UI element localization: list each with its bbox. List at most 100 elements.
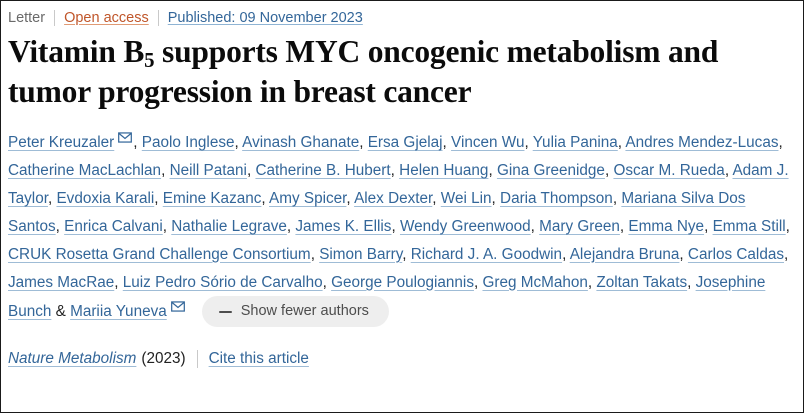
author-link[interactable]: Peter Kreuzaler	[8, 134, 115, 151]
author-separator: ,	[114, 273, 123, 291]
author-link[interactable]: George Poulogiannis	[331, 273, 474, 291]
author-link[interactable]: Emine Kazanc	[162, 189, 262, 207]
author-link[interactable]: Mary Green	[539, 217, 620, 235]
author-separator: ,	[784, 245, 789, 263]
author-link[interactable]: Nathalie Legrave	[171, 217, 287, 235]
meta-divider	[54, 10, 56, 26]
author-link[interactable]: Evdoxia Karali	[56, 189, 155, 207]
author-separator: ,	[162, 217, 172, 235]
author-separator: ,	[359, 134, 368, 151]
author-separator: ,	[133, 134, 142, 151]
journal-divider	[196, 349, 198, 368]
author-separator: ,	[286, 217, 296, 235]
author-link[interactable]: Neill Patani	[169, 161, 247, 179]
author-link[interactable]: Wendy Greenwood	[399, 217, 531, 235]
author-separator: ,	[778, 134, 783, 151]
author-separator: ,	[322, 273, 332, 291]
author-names-inline: Peter Kreuzaler, Paolo Inglese, Avinash …	[8, 132, 790, 320]
author-separator: ,	[687, 273, 696, 291]
show-fewer-authors-button[interactable]: Show fewer authors	[201, 296, 389, 327]
title-part-1: Vitamin B	[8, 34, 145, 69]
author-separator: ,	[562, 245, 570, 263]
author-link[interactable]: Yulia Panina	[532, 134, 618, 151]
show-fewer-authors-label: Show fewer authors	[240, 303, 369, 320]
author-link[interactable]: James K. Ellis	[295, 217, 392, 235]
minus-icon	[218, 310, 232, 313]
journal-year: (2023)	[141, 349, 186, 367]
author-separator: ,	[617, 134, 626, 151]
open-access-link[interactable]: Open access	[64, 10, 149, 26]
author-separator: ,	[785, 217, 790, 235]
author-separator: ,	[530, 217, 540, 235]
author-link[interactable]: Ersa Gjelaj	[367, 134, 443, 151]
author-link[interactable]: Zoltan Takats	[596, 273, 688, 291]
author-separator: ,	[234, 134, 243, 151]
author-link[interactable]: Emma Nye	[628, 217, 705, 235]
author-link[interactable]: Mariana Silva Dos Santos	[8, 189, 746, 235]
author-separator: ,	[154, 189, 163, 207]
author-link[interactable]: Greg McMahon	[482, 273, 588, 291]
author-separator: ,	[604, 161, 614, 179]
published-date-link[interactable]: Published: 09 November 2023	[167, 10, 363, 26]
author-separator: ,	[310, 245, 320, 263]
author-separator: ,	[391, 217, 400, 235]
author-link[interactable]: Catherine B. Hubert	[255, 161, 391, 179]
author-link[interactable]: Catherine MacLachlan	[8, 161, 162, 179]
author-separator: ,	[390, 161, 400, 179]
author-list: Peter Kreuzaler, Paolo Inglese, Avinash …	[8, 129, 793, 327]
cite-article-link[interactable]: Cite this article	[208, 349, 309, 367]
author-separator: ,	[619, 217, 629, 235]
journal-name-link[interactable]: Nature Metabolism	[8, 349, 137, 367]
author-link[interactable]: Avinash Ghanate	[242, 134, 360, 151]
author-separator: ,	[524, 134, 533, 151]
meta-divider	[157, 10, 159, 26]
author-ampersand: &	[51, 302, 71, 320]
author-separator: ,	[724, 161, 733, 179]
author-link[interactable]: Adam J. Taylor	[8, 161, 789, 207]
author-link[interactable]: CRUK Rosetta Grand Challenge Consortium	[8, 245, 311, 263]
corresponding-author-email-icon[interactable]	[118, 132, 133, 143]
author-link[interactable]: Emma Still	[712, 217, 786, 235]
author-separator: ,	[47, 189, 57, 207]
author-link[interactable]: Wei Lin	[440, 189, 492, 207]
page-title: Vitamin B5 supports MYC oncogenic metabo…	[8, 34, 778, 110]
article-type-label: Letter	[8, 10, 46, 26]
author-separator: ,	[402, 245, 411, 263]
author-separator: ,	[473, 273, 483, 291]
author-link[interactable]: Enrica Calvani	[64, 217, 163, 235]
author-separator: ,	[346, 189, 355, 207]
title-subscript: 5	[144, 48, 155, 72]
author-separator: ,	[488, 161, 497, 179]
journal-citation-line: Nature Metabolism (2023) Cite this artic…	[8, 349, 793, 369]
author-link[interactable]: Carlos Caldas	[687, 245, 784, 263]
author-link[interactable]: Richard J. A. Goodwin	[410, 245, 563, 263]
author-link[interactable]: Helen Huang	[399, 161, 489, 179]
author-link[interactable]: Mariia Yuneva	[70, 302, 167, 320]
author-link[interactable]: Paolo Inglese	[141, 134, 235, 151]
author-link[interactable]: Simon Barry	[319, 245, 403, 263]
author-separator: ,	[432, 189, 441, 207]
author-link[interactable]: James MacRae	[8, 273, 115, 291]
author-link[interactable]: Josephine Bunch	[8, 273, 766, 320]
corresponding-author-email-icon[interactable]	[170, 301, 185, 312]
author-link[interactable]: Andres Mendez-Lucas	[625, 134, 779, 151]
author-link[interactable]: Vincen Wu	[451, 134, 525, 151]
author-link[interactable]: Luiz Pedro Sório de Carvalho	[122, 273, 323, 291]
author-link[interactable]: Gina Greenidge	[496, 161, 605, 179]
author-link[interactable]: Alex Dexter	[354, 189, 433, 207]
author-separator: ,	[246, 161, 256, 179]
author-separator: ,	[161, 161, 170, 179]
author-separator: ,	[491, 189, 501, 207]
author-link[interactable]: Daria Thompson	[500, 189, 613, 207]
author-separator: ,	[679, 245, 688, 263]
author-separator: ,	[261, 189, 270, 207]
title-part-2: supports MYC oncogenic metabolism and tu…	[8, 34, 719, 109]
author-link[interactable]: Oscar M. Rueda	[613, 161, 725, 179]
article-meta-line: Letter Open access Published: 09 Novembe…	[8, 9, 793, 27]
author-separator: ,	[704, 217, 713, 235]
author-separator: ,	[442, 134, 452, 151]
author-separator: ,	[612, 189, 622, 207]
author-link[interactable]: Amy Spicer	[269, 189, 347, 207]
author-link[interactable]: Alejandra Bruna	[569, 245, 680, 263]
